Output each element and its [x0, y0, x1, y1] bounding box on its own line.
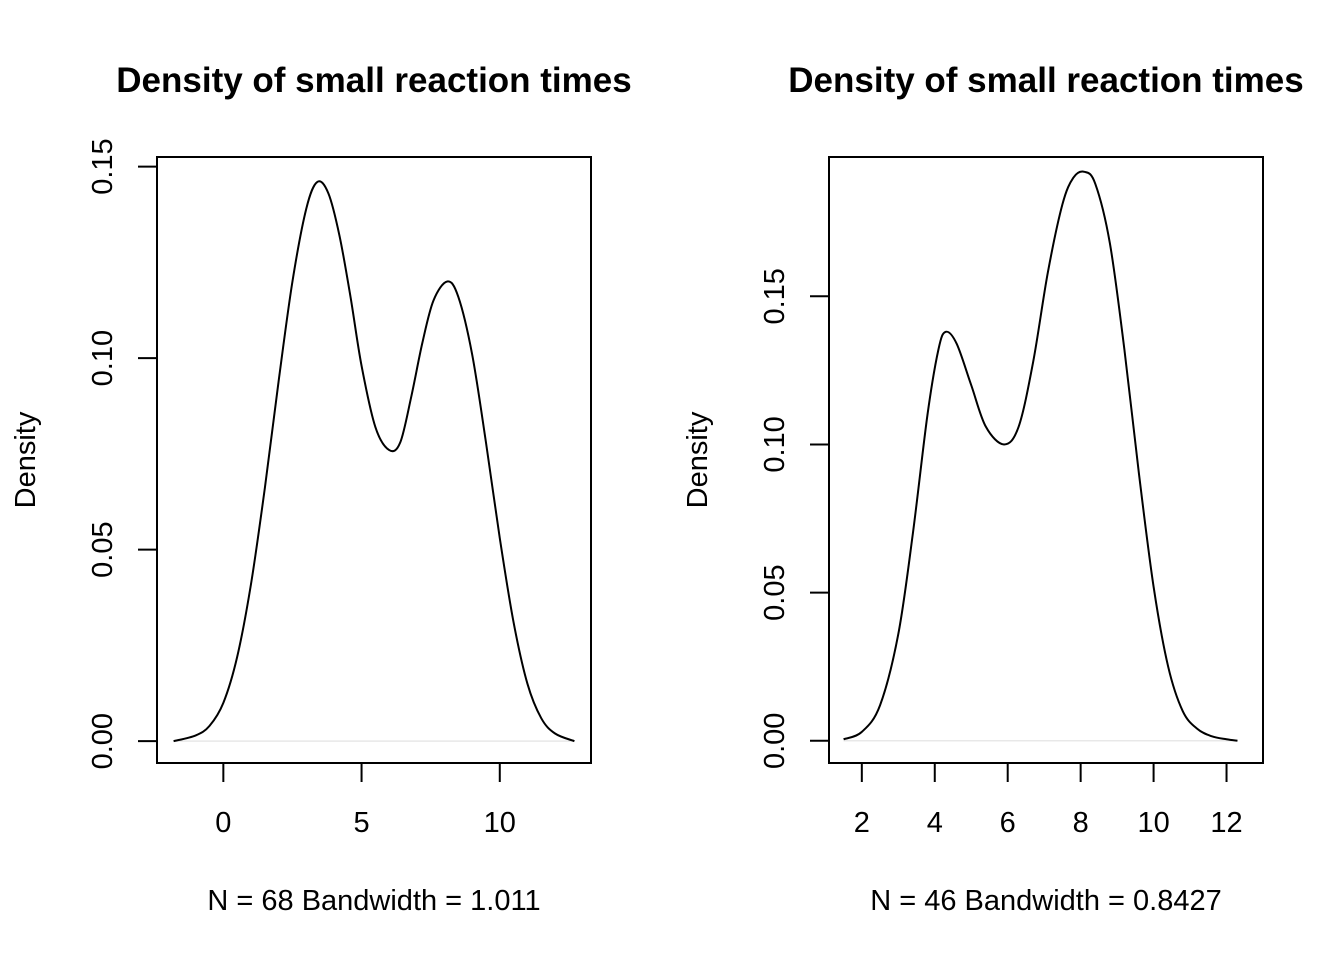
panel-2-y-axis: 0.00 0.05 0.10 0.15 [759, 268, 830, 769]
panel-2-y-tick-label: 0.05 [759, 564, 791, 620]
panel-2-density-curve [843, 170, 1238, 742]
panel-1-y-tick-label: 0.15 [87, 138, 119, 194]
panel-2-x-tick-label: 8 [1073, 807, 1089, 839]
panel-2-x-axis-label: N = 46 Bandwidth = 0.8427 [870, 885, 1221, 917]
panel-1-x-axis: 0 5 10 [215, 762, 516, 839]
panel-2-y-tick-label: 0.10 [759, 416, 791, 472]
panel-1-y-axis-label: Density [10, 411, 42, 508]
panel-2-x-tick-label: 6 [1000, 807, 1016, 839]
density-panel-2: Density of small reaction times N = 46 B… [682, 61, 1304, 917]
panel-1-y-tick-label: 0.00 [87, 713, 119, 769]
panel-2-title: Density of small reaction times [788, 61, 1303, 100]
panel-1-plot-frame [156, 156, 592, 764]
panel-1-density-curve [173, 180, 575, 743]
panel-2-plot-area [843, 170, 1238, 742]
panel-1-y-tick-label: 0.05 [87, 521, 119, 577]
panel-2-x-tick-label: 10 [1137, 807, 1169, 839]
panel-1-title: Density of small reaction times [116, 61, 631, 100]
density-panel-1: Density of small reaction times N = 68 B… [10, 61, 632, 917]
panel-1-x-tick-label: 0 [215, 807, 231, 839]
panel-2-x-tick-label: 4 [927, 807, 943, 839]
panel-2-x-axis: 2 4 6 8 10 12 [854, 762, 1243, 839]
panel-2-y-axis-label: Density [682, 411, 714, 508]
panel-1-y-axis: 0.00 0.05 0.10 0.15 [87, 138, 158, 769]
panel-1-x-tick-label: 10 [484, 807, 516, 839]
panel-2-plot-frame [828, 156, 1264, 764]
panel-2-x-tick-label: 12 [1210, 807, 1242, 839]
panel-2-y-tick-label: 0.15 [759, 268, 791, 324]
panel-2-y-tick-label: 0.00 [759, 713, 791, 769]
panel-2-x-tick-label: 2 [854, 807, 870, 839]
panel-1-x-axis-label: N = 68 Bandwidth = 1.011 [207, 885, 540, 917]
panel-1-plot-area [173, 180, 575, 743]
panel-1-y-tick-label: 0.10 [87, 330, 119, 386]
panel-1-x-tick-label: 5 [353, 807, 369, 839]
